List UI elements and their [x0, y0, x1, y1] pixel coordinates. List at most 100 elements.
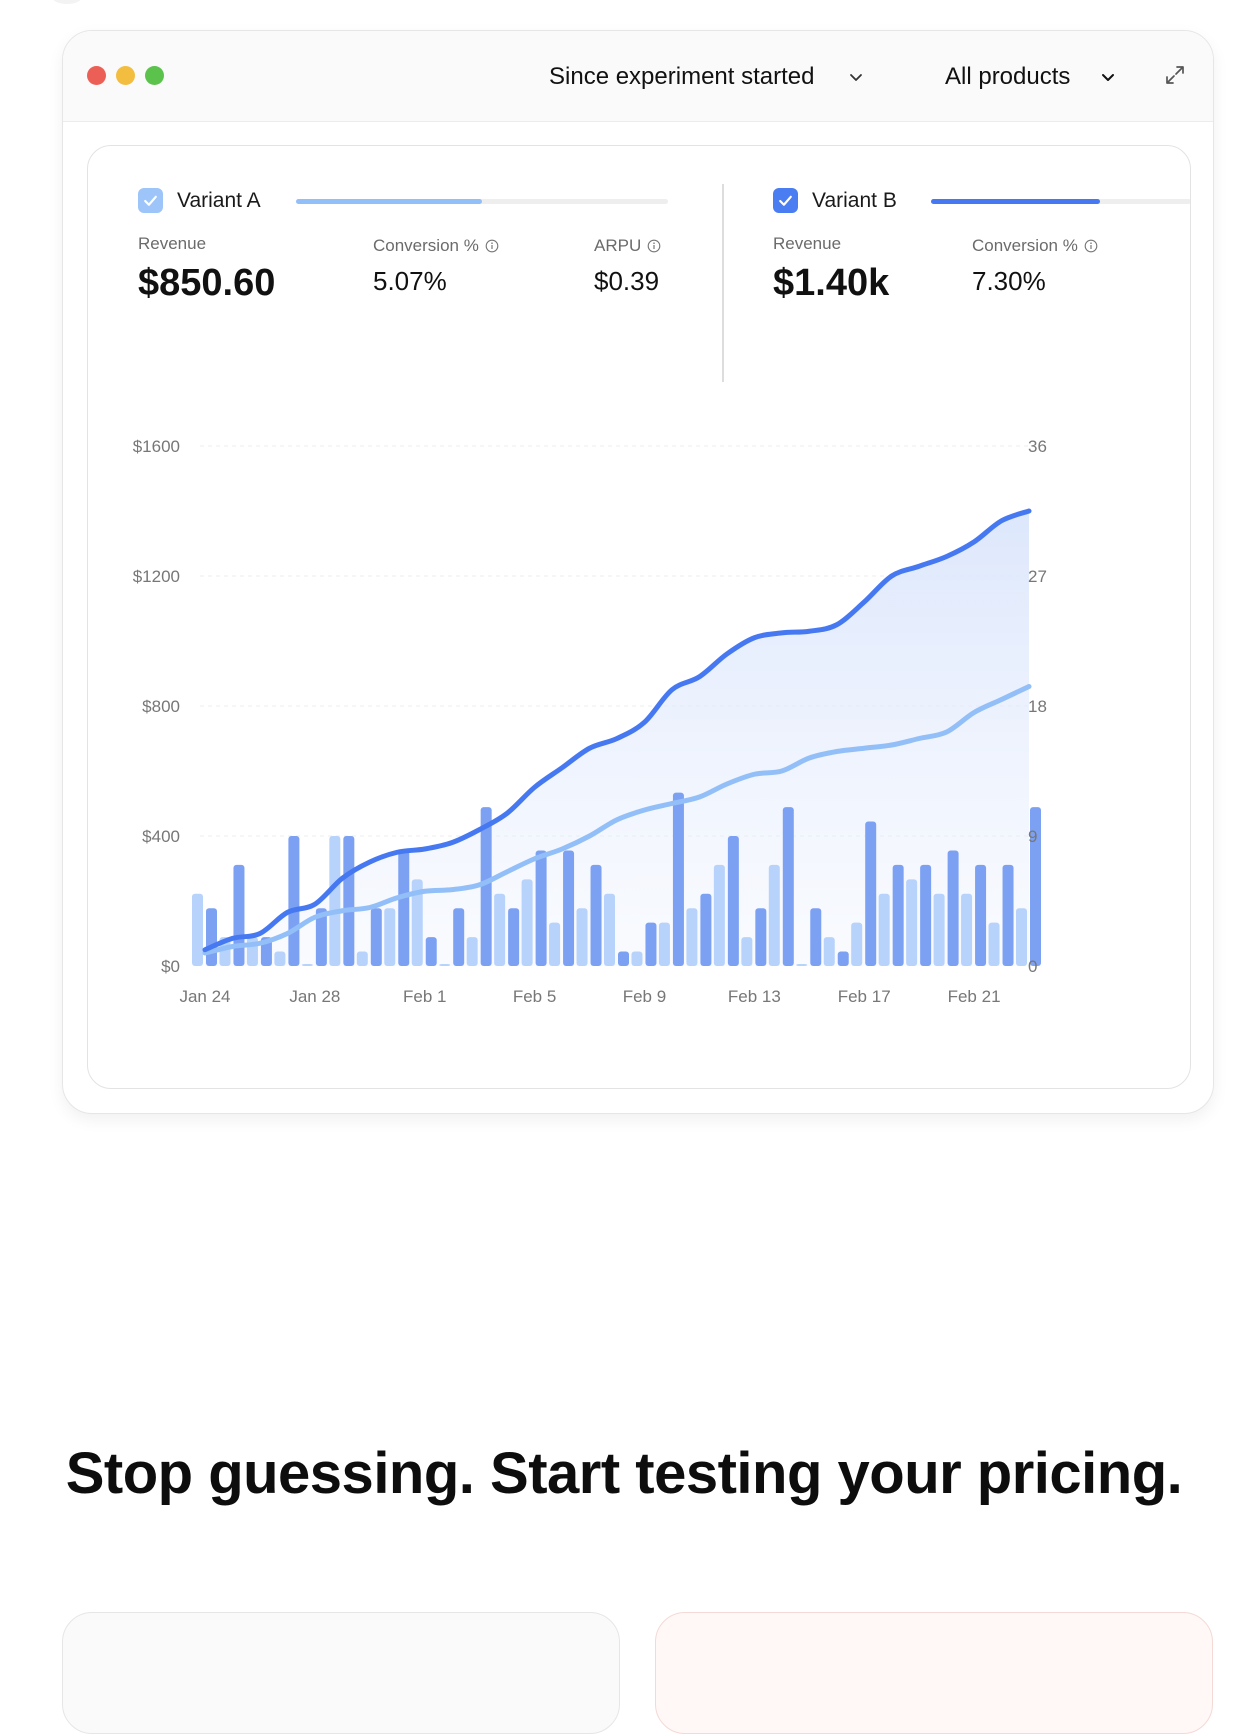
arpu-value: $0.39	[594, 266, 660, 296]
variant-a-bar	[329, 836, 341, 966]
variant-b-header: Variant B	[773, 188, 897, 213]
variant-divider	[722, 184, 724, 382]
variant-a-arpu: ARPU $0.39	[594, 236, 661, 297]
info-icon[interactable]	[647, 239, 661, 253]
conversion-label-text: Conversion %	[972, 236, 1078, 255]
decorative-shape	[52, 0, 82, 4]
chevron-down-icon	[1102, 74, 1115, 81]
variant-b-bar	[810, 908, 822, 966]
close-window-button[interactable]	[87, 66, 106, 85]
variant-b-bar	[480, 807, 492, 966]
variant-a-header: Variant A	[138, 188, 261, 213]
checkmark-icon	[779, 195, 792, 206]
chevron-down-icon	[850, 74, 863, 81]
variant-a-bar	[466, 937, 478, 966]
variant-b-bar	[288, 836, 300, 966]
checkmark-icon	[144, 195, 157, 206]
x-tick-label: Feb 17	[838, 987, 891, 1006]
y-left-tick-label: $0	[161, 957, 180, 976]
variant-b-bar	[206, 908, 217, 966]
y-right-tick-label: 27	[1028, 567, 1047, 586]
x-tick-label: Feb 9	[623, 987, 666, 1006]
products-dropdown[interactable]: All products	[945, 57, 1116, 97]
variant-b-bar	[343, 836, 355, 966]
info-icon[interactable]	[485, 239, 499, 253]
page-headline: Stop guessing. Start testing your pricin…	[65, 1441, 1183, 1506]
variant-b-bar	[453, 908, 465, 966]
variant-b-bar	[563, 850, 575, 966]
experiment-results-panel: Variant A Revenue $850.60 Conversion %	[87, 145, 1191, 1089]
variant-b-bar	[865, 821, 877, 966]
variant-b-revenue: Revenue $1.40k	[773, 234, 889, 305]
conversion-label: Conversion %	[373, 236, 499, 256]
variant-a-bar	[851, 922, 863, 966]
conversion-value: 7.30%	[972, 266, 1046, 296]
x-tick-label: Feb 21	[948, 987, 1001, 1006]
products-dropdown-label: All products	[945, 63, 1071, 90]
variant-a-bar	[988, 922, 1000, 966]
variant-b-bar	[892, 864, 904, 966]
info-icon[interactable]	[1084, 239, 1098, 253]
variant-a-bar	[549, 922, 561, 966]
x-tick-label: Jan 28	[289, 987, 340, 1006]
variant-b-bar	[233, 864, 245, 966]
variant-b-line	[202, 508, 1032, 953]
variant-a-bar	[906, 879, 918, 966]
conversion-label: Conversion %	[972, 236, 1098, 256]
variant-b-bar	[508, 908, 520, 966]
revenue-value: $1.40k	[773, 262, 890, 304]
expand-arrows-icon[interactable]	[1163, 63, 1187, 87]
variant-b-bar	[1030, 807, 1041, 966]
feature-card-left	[62, 1612, 620, 1734]
variant-b-progress-bar	[931, 199, 1190, 204]
revenue-label: Revenue	[138, 234, 207, 253]
conversion-label-text: Conversion %	[373, 236, 479, 255]
variant-a-bar	[741, 937, 753, 966]
feature-card-right	[655, 1612, 1213, 1734]
arpu-label-text: ARPU	[594, 236, 642, 255]
dashboard-window: Since experiment started All products	[62, 30, 1214, 1114]
variant-b-bar	[755, 908, 767, 966]
maximize-window-button[interactable]	[145, 66, 164, 85]
variant-b-bar	[1002, 864, 1014, 966]
revenue-chart: $1600 36 $1200 27 $800 18 $400 9 $0 0 Jan 24 Jan 28…	[133, 437, 1047, 1006]
variant-a-bar	[878, 893, 890, 966]
variant-b-bar	[727, 836, 739, 966]
y-left-tick-label: $800	[142, 697, 180, 716]
variant-b-bar	[618, 951, 629, 966]
variant-b-checkbox[interactable]	[773, 188, 798, 213]
variant-a-bar	[713, 864, 725, 966]
variant-a-bar	[274, 951, 286, 966]
variant-a-bar	[933, 893, 945, 966]
variant-a-checkbox[interactable]	[138, 188, 163, 213]
variant-b-bar	[590, 864, 602, 966]
variant-a-progress-bar	[296, 199, 668, 204]
timeframe-dropdown-label: Since experiment started	[549, 63, 815, 90]
variant-a-revenue: Revenue $850.60	[138, 234, 275, 305]
variant-a-bar	[631, 951, 643, 966]
variant-b-progress-fill	[931, 199, 1100, 204]
variant-a-summary: Variant A Revenue $850.60 Conversion %	[138, 146, 668, 406]
variant-a-line	[202, 684, 1032, 956]
variant-a-progress-fill	[296, 199, 482, 204]
variant-b-bar	[782, 807, 794, 966]
variant-b-bar	[315, 908, 327, 966]
y-right-tick-label: 0	[1028, 957, 1037, 976]
variant-b-bar	[920, 864, 932, 966]
variant-a-bar	[521, 879, 533, 966]
y-right-tick-label: 36	[1028, 437, 1047, 456]
variant-b-name: Variant B	[812, 188, 897, 212]
minimize-window-button[interactable]	[116, 66, 135, 85]
y-right-tick-label: 18	[1028, 697, 1047, 716]
variant-a-conversion: Conversion % 5.07%	[373, 236, 499, 297]
x-tick-label: Feb 13	[728, 987, 781, 1006]
variant-a-bar	[356, 951, 368, 966]
variant-a-bar	[768, 864, 780, 966]
timeframe-dropdown[interactable]: Since experiment started	[549, 57, 864, 97]
y-left-tick-label: $1600	[133, 437, 180, 456]
window-titlebar: Since experiment started All products	[63, 31, 1213, 122]
variant-a-bar	[301, 964, 313, 966]
variant-a-bar	[1016, 908, 1027, 966]
arpu-label: ARPU	[594, 236, 661, 256]
variant-a-bar	[796, 964, 808, 966]
